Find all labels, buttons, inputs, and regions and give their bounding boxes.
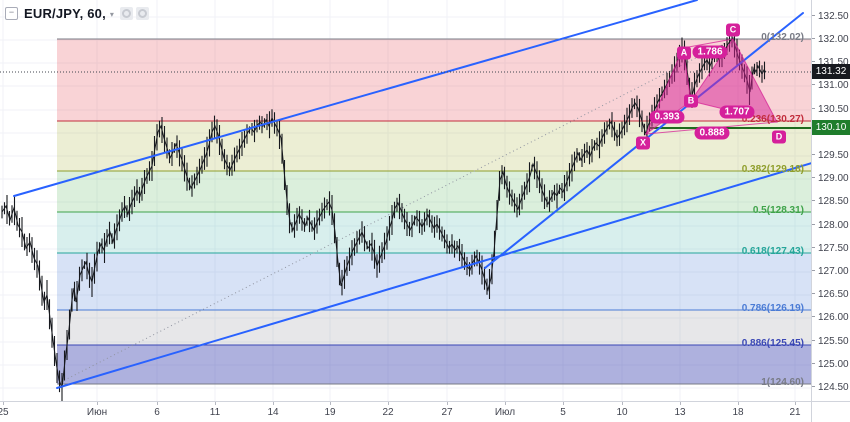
price-axis-label: 126.00: [812, 313, 849, 323]
price-axis[interactable]: 131.32 130.10 132.50 132.00 131.50 131.00 13…: [811, 0, 850, 422]
upper-channel-line: [13, 0, 698, 197]
fib-level-label: 0.886(125.45): [741, 338, 804, 349]
fib-level-label: 0.236(130.27): [741, 114, 804, 125]
time-axis-tick: [273, 402, 274, 405]
price-axis-label: 129.00: [812, 174, 849, 184]
time-axis-label: 21: [789, 407, 801, 418]
pattern-point-A[interactable]: A: [677, 46, 691, 60]
chevron-down-icon[interactable]: ▾: [109, 10, 114, 19]
time-axis-tick: [3, 402, 4, 405]
pattern-ratio-label[interactable]: 0.393: [649, 110, 685, 124]
time-axis-label: 13: [674, 407, 686, 418]
time-axis-tick: [97, 402, 98, 405]
fib-level-label: 0.618(127.43): [741, 246, 804, 257]
time-axis-label: 27: [441, 407, 453, 418]
pattern-ratio-label[interactable]: 0.888: [694, 126, 730, 140]
price-axis-label: 128.00: [812, 221, 849, 231]
price-axis-label: 127.50: [812, 244, 849, 254]
settings-icon[interactable]: [135, 7, 149, 20]
time-axis[interactable]: 25 Июн 6 11 14 19 22 27 Июл 5 10 13 18 21: [0, 401, 812, 422]
time-axis-tick: [795, 402, 796, 405]
lower-channel-line: [56, 162, 812, 389]
time-axis-tick: [447, 402, 448, 405]
time-axis-label: 11: [209, 407, 221, 418]
fib-level-label: 0.5(128.31): [752, 205, 804, 216]
time-axis-label: 14: [267, 407, 279, 418]
time-axis-label: 5: [560, 407, 566, 418]
price-axis-label: 130.50: [812, 105, 849, 115]
time-axis-tick: [563, 402, 564, 405]
fib-level-label: 1(124.60): [761, 377, 804, 388]
price-axis-label: 132.00: [812, 35, 849, 45]
fib-level-label: 0(132.02): [761, 32, 804, 43]
time-axis-tick: [738, 402, 739, 405]
price-axis-label: 126.50: [812, 290, 849, 300]
pattern-ratio-label[interactable]: 1.707: [719, 105, 755, 119]
price-axis-label: 131.00: [812, 81, 849, 91]
price-axis-label: 125.50: [812, 337, 849, 347]
price-axis-label: 129.50: [812, 151, 849, 161]
eye-icon[interactable]: [119, 7, 133, 20]
pattern-point-X[interactable]: X: [636, 136, 650, 150]
chart-canvas[interactable]: [0, 0, 812, 402]
price-axis-label: 125.00: [812, 360, 849, 370]
pattern-ratio-label[interactable]: 1.786: [692, 45, 728, 59]
pattern-point-D[interactable]: D: [772, 130, 786, 144]
price-axis-label: 127.00: [812, 267, 849, 277]
time-axis-label: 6: [154, 407, 160, 418]
time-axis-tick: [505, 402, 506, 405]
time-axis-label: 19: [324, 407, 336, 418]
symbol-title[interactable]: EUR/JPY, 60,: [24, 6, 106, 21]
axis-corner: [811, 401, 850, 422]
fib-anchor-trendline: [56, 38, 734, 385]
time-axis-label: 10: [616, 407, 628, 418]
fib-level-lines: [57, 38, 812, 385]
price-axis-label: 128.50: [812, 197, 849, 207]
time-axis-label: 18: [732, 407, 744, 418]
time-axis-label: Июн: [86, 407, 108, 418]
price-axis-label: 124.50: [812, 383, 849, 393]
pattern-point-C[interactable]: C: [726, 23, 740, 37]
price-axis-label: 132.50: [812, 12, 849, 22]
time-axis-tick: [388, 402, 389, 405]
time-axis-label: 25: [0, 407, 9, 418]
time-axis-tick: [622, 402, 623, 405]
current-price-badge: 131.32: [812, 64, 850, 79]
fib-level-label: 0.786(126.19): [741, 303, 804, 314]
pattern-point-B[interactable]: B: [684, 94, 698, 108]
time-axis-tick: [157, 402, 158, 405]
fib-level-label: 0.382(129.18): [741, 164, 804, 175]
legend: − EUR/JPY, 60, ▾: [5, 6, 152, 21]
price-chart-pane[interactable]: − EUR/JPY, 60, ▾ 0(132.02) 0.236(130.27) 0…: [0, 0, 812, 402]
collapse-pane-icon[interactable]: −: [5, 7, 18, 20]
time-axis-tick: [215, 402, 216, 405]
time-axis-tick: [680, 402, 681, 405]
time-axis-label: 22: [382, 407, 394, 418]
time-axis-label: Июл: [494, 407, 516, 418]
price-axis-label: 131.50: [812, 58, 849, 68]
time-axis-tick: [330, 402, 331, 405]
level-price-badge: 130.10: [812, 120, 850, 135]
